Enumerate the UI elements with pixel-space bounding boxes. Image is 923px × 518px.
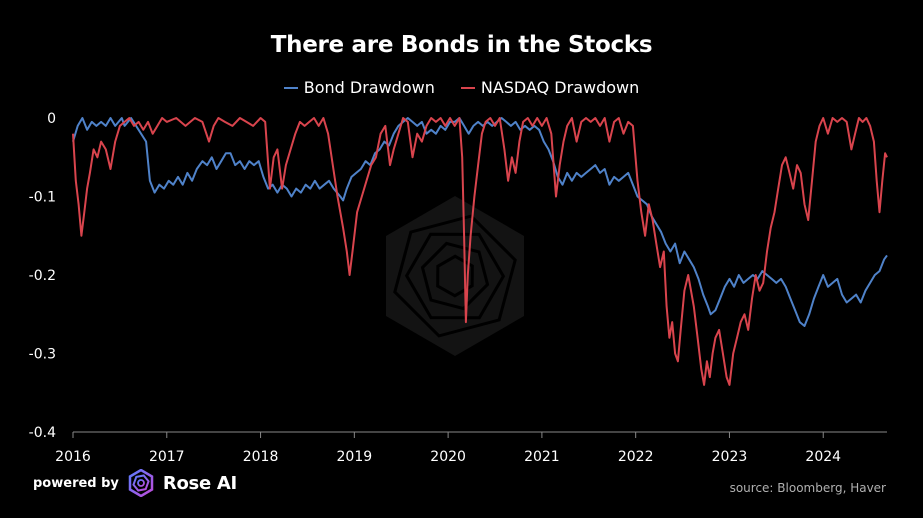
- legend-label-nasdaq: NASDAQ Drawdown: [480, 78, 640, 97]
- chart-title: There are Bonds in the Stocks: [270, 32, 653, 58]
- x-tick-label: 2017: [149, 449, 185, 465]
- x-tick-label: 2022: [618, 449, 654, 465]
- y-tick-label: 0: [47, 111, 56, 127]
- y-tick-label: -0.2: [29, 268, 56, 284]
- x-tick-label: 2016: [55, 449, 91, 465]
- rose-ai-logo-icon: [128, 469, 154, 497]
- x-tick-label: 2024: [805, 449, 841, 465]
- legend-item-nasdaq[interactable]: NASDAQ Drawdown: [460, 78, 640, 97]
- y-tick-label: -0.3: [29, 347, 56, 363]
- legend-item-bond[interactable]: Bond Drawdown: [283, 78, 435, 97]
- series-layer: [72, 117, 888, 386]
- footer-branding: powered by Rose AI: [33, 469, 237, 497]
- source-note: source: Bloomberg, Haver: [729, 481, 886, 495]
- x-tick-label: 2021: [524, 449, 560, 465]
- y-tick-label: -0.4: [29, 425, 56, 441]
- powered-by-label: powered by: [33, 475, 119, 491]
- legend-swatch-nasdaq: [460, 86, 475, 89]
- legend-swatch-bond: [283, 86, 298, 89]
- x-tick-label: 2018: [243, 449, 279, 465]
- x-tick-label: 2020: [430, 449, 466, 465]
- x-tick-label: 2019: [337, 449, 373, 465]
- legend: Bond Drawdown NASDAQ Drawdown: [0, 78, 923, 97]
- x-tick-label: 2023: [712, 449, 748, 465]
- axes: 2016 2017 2018 2019 2020 2021 2022 2023 2024 0 -0.…: [29, 111, 887, 465]
- brand-name: Rose AI: [162, 472, 237, 494]
- rose-ai-watermark-icon: [386, 196, 524, 356]
- series-line-nasdaq-drawdown: [72, 117, 888, 386]
- legend-label-bond: Bond Drawdown: [303, 78, 435, 97]
- y-tick-label: -0.1: [29, 190, 56, 206]
